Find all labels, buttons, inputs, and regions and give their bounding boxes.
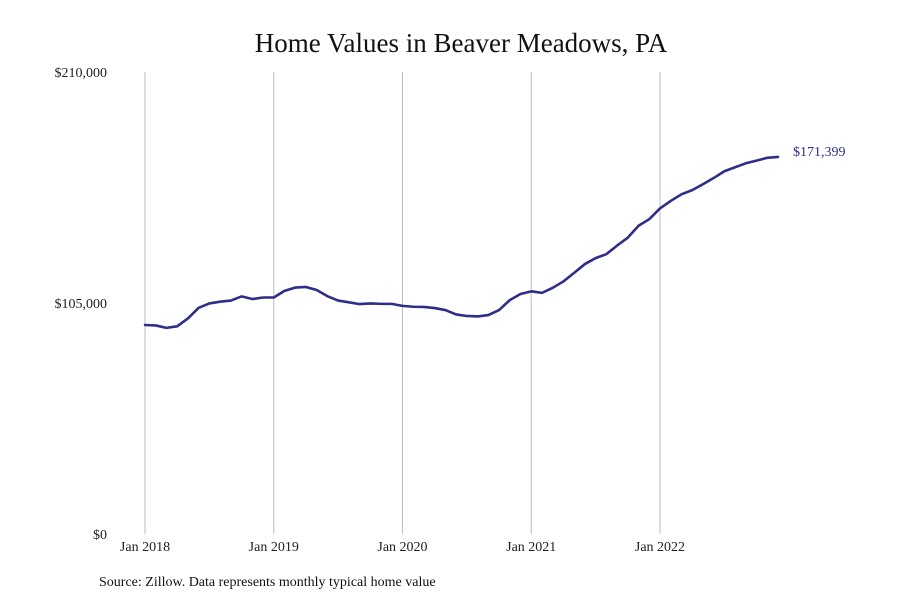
gridlines [144,72,661,534]
series-line-0 [143,155,780,330]
y-tick-label: $210,000 [55,66,108,81]
x-tick-label: Jan 2018 [120,540,170,555]
y-tick-label: $105,000 [55,297,108,312]
chart-title: Home Values in Beaver Meadows, PA [255,28,668,58]
end-value-label: $171,399 [793,145,846,160]
x-axis-tick-labels: Jan 2018 Jan 2019 Jan 2020 Jan 2021 Jan 2022 [120,540,685,555]
series-layer [143,155,780,330]
y-axis-tick-labels: $0 $105,000 $210,000 [55,66,108,543]
x-tick-label: Jan 2020 [377,540,427,555]
x-tick-label: Jan 2021 [506,540,556,555]
y-tick-label: $0 [93,528,107,543]
x-tick-label: Jan 2022 [635,540,685,555]
source-note: Source: Zillow. Data represents monthly … [99,575,436,590]
x-tick-label: Jan 2019 [249,540,299,555]
